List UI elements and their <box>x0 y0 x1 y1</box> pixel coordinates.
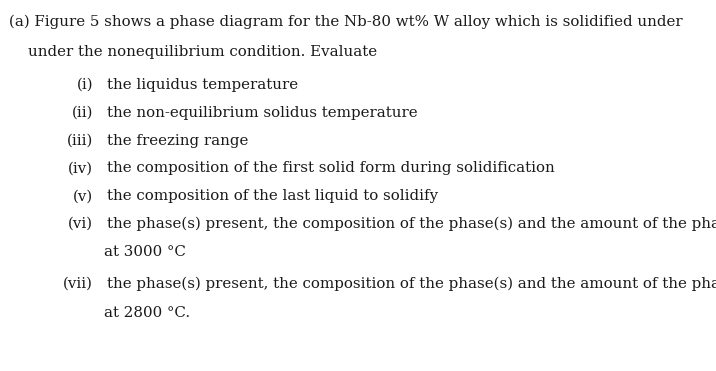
Text: (a) Figure 5 shows a phase diagram for the Nb-80 wt% W alloy which is solidified: (a) Figure 5 shows a phase diagram for t… <box>9 15 682 29</box>
Text: the phase(s) present, the composition of the phase(s) and the amount of the phas: the phase(s) present, the composition of… <box>107 276 716 291</box>
Text: the liquidus temperature: the liquidus temperature <box>107 78 299 92</box>
Text: the composition of the last liquid to solidify: the composition of the last liquid to so… <box>107 189 438 203</box>
Text: (iv): (iv) <box>68 161 93 175</box>
Text: the composition of the first solid form during solidification: the composition of the first solid form … <box>107 161 555 175</box>
Text: at 2800 °C.: at 2800 °C. <box>104 306 190 320</box>
Text: the phase(s) present, the composition of the phase(s) and the amount of the phas: the phase(s) present, the composition of… <box>107 217 716 232</box>
Text: (i): (i) <box>77 78 93 92</box>
Text: at 3000 °C: at 3000 °C <box>104 245 185 259</box>
Text: (ii): (ii) <box>72 106 93 120</box>
Text: (vi): (vi) <box>68 217 93 231</box>
Text: (iii): (iii) <box>67 134 93 148</box>
Text: the freezing range: the freezing range <box>107 134 248 148</box>
Text: (vii): (vii) <box>63 276 93 290</box>
Text: the non-equilibrium solidus temperature: the non-equilibrium solidus temperature <box>107 106 418 120</box>
Text: (v): (v) <box>73 189 93 203</box>
Text: under the nonequilibrium condition. Evaluate: under the nonequilibrium condition. Eval… <box>9 45 377 59</box>
